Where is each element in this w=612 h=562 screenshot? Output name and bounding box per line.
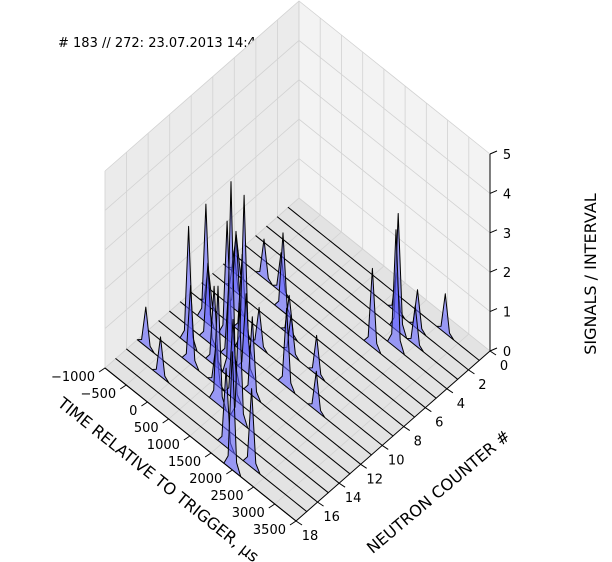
- y-tick: [425, 407, 432, 413]
- y-tick-label: 10: [388, 453, 405, 468]
- series-polygon: [147, 284, 340, 484]
- x-tick-label: 3500: [253, 523, 286, 538]
- x-tick-label: 1000: [147, 438, 180, 453]
- x-tick: [183, 435, 191, 441]
- y-tick-label: 8: [414, 435, 422, 450]
- y-axis-line: [295, 350, 491, 522]
- y-tick-label: 0: [500, 359, 508, 374]
- series-polygon: [201, 230, 394, 437]
- x-tick: [268, 503, 276, 509]
- y-tick: [360, 463, 367, 469]
- x-axis-line: [104, 367, 297, 522]
- pane-left: [105, 1, 299, 368]
- x-tick: [247, 486, 254, 492]
- pane-right: [299, 1, 490, 351]
- x-tick-label: 500: [134, 421, 159, 436]
- x-tick-label: −1000: [51, 370, 95, 385]
- x-tick: [141, 401, 148, 407]
- y-tick: [446, 388, 454, 394]
- z-tick: [489, 268, 498, 273]
- z-tick: [489, 150, 498, 155]
- y-tick: [295, 520, 303, 526]
- x-tick: [289, 520, 297, 526]
- series-polygon: [136, 285, 329, 494]
- y-tick-label: 4: [457, 397, 465, 412]
- y-tick-label: 2: [478, 378, 486, 393]
- series-polygon: [287, 206, 480, 361]
- y-axis-label: NEUTRON COUNTER #: [363, 426, 514, 557]
- z-tick: [489, 347, 498, 352]
- y-tick-label: 12: [366, 472, 383, 487]
- z-tick-label: 5: [503, 148, 511, 163]
- y-tick-label: 14: [345, 491, 362, 506]
- x-tick-label: 2000: [189, 472, 222, 487]
- series-polygon: [223, 232, 416, 418]
- z-tick-label: 1: [503, 306, 511, 321]
- y-tick: [489, 350, 497, 356]
- z-tick: [489, 308, 498, 313]
- x-tick: [162, 418, 169, 424]
- series-polygon: [169, 262, 362, 465]
- x-tick-label: −500: [80, 387, 116, 402]
- y-tick: [468, 369, 475, 375]
- series-polygon: [115, 358, 308, 513]
- x-tick: [98, 367, 106, 373]
- x-tick: [119, 384, 127, 390]
- x-tick-label: 2500: [211, 489, 244, 504]
- y-tick-label: 6: [435, 416, 443, 431]
- y-tick: [338, 482, 346, 488]
- series-polygon: [244, 244, 437, 399]
- z-tick-label: 2: [503, 266, 511, 281]
- z-tick-label: 4: [503, 187, 511, 202]
- y-tick-label: 16: [323, 510, 340, 525]
- y-tick: [381, 445, 389, 450]
- chart-title: # 183 // 272: 23.07.2013 14:47:21: [58, 36, 286, 51]
- y-tick-label: 18: [302, 529, 319, 544]
- series-polygon: [255, 229, 448, 390]
- z-tick-label: 0: [503, 345, 511, 360]
- z-tick-label: 3: [503, 227, 511, 242]
- x-tick-label: 3000: [232, 506, 265, 521]
- grid-line-y: [298, 1, 491, 352]
- x-tick: [226, 469, 233, 475]
- y-tick: [403, 426, 411, 431]
- series-polygon: [266, 213, 459, 380]
- z-tick: [489, 229, 498, 234]
- z-tick: [489, 189, 498, 194]
- data-polygons: [104, 181, 480, 522]
- axes-lines: [104, 154, 491, 522]
- x-tick-label: 1500: [168, 455, 201, 470]
- y-tick: [317, 501, 324, 507]
- x-tick-label: 0: [129, 404, 137, 419]
- z-axis-label: SIGNALS / INTERVAL: [581, 193, 600, 355]
- x-tick: [204, 452, 212, 458]
